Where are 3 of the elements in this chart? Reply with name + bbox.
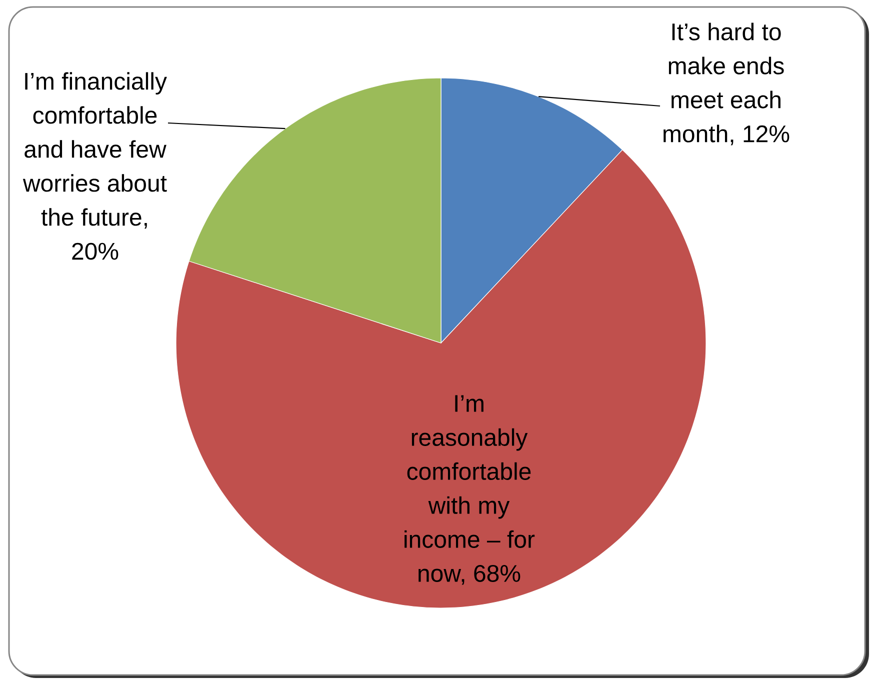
slice-label: I’m reasonably comfortable with my income – for now, 68% bbox=[404, 395, 535, 585]
slice-label: I’m financially comfortable and have few worries about the future, 20% bbox=[22, 72, 167, 260]
slice-label: It’s hard to make ends meet each month, 12% bbox=[664, 22, 790, 146]
